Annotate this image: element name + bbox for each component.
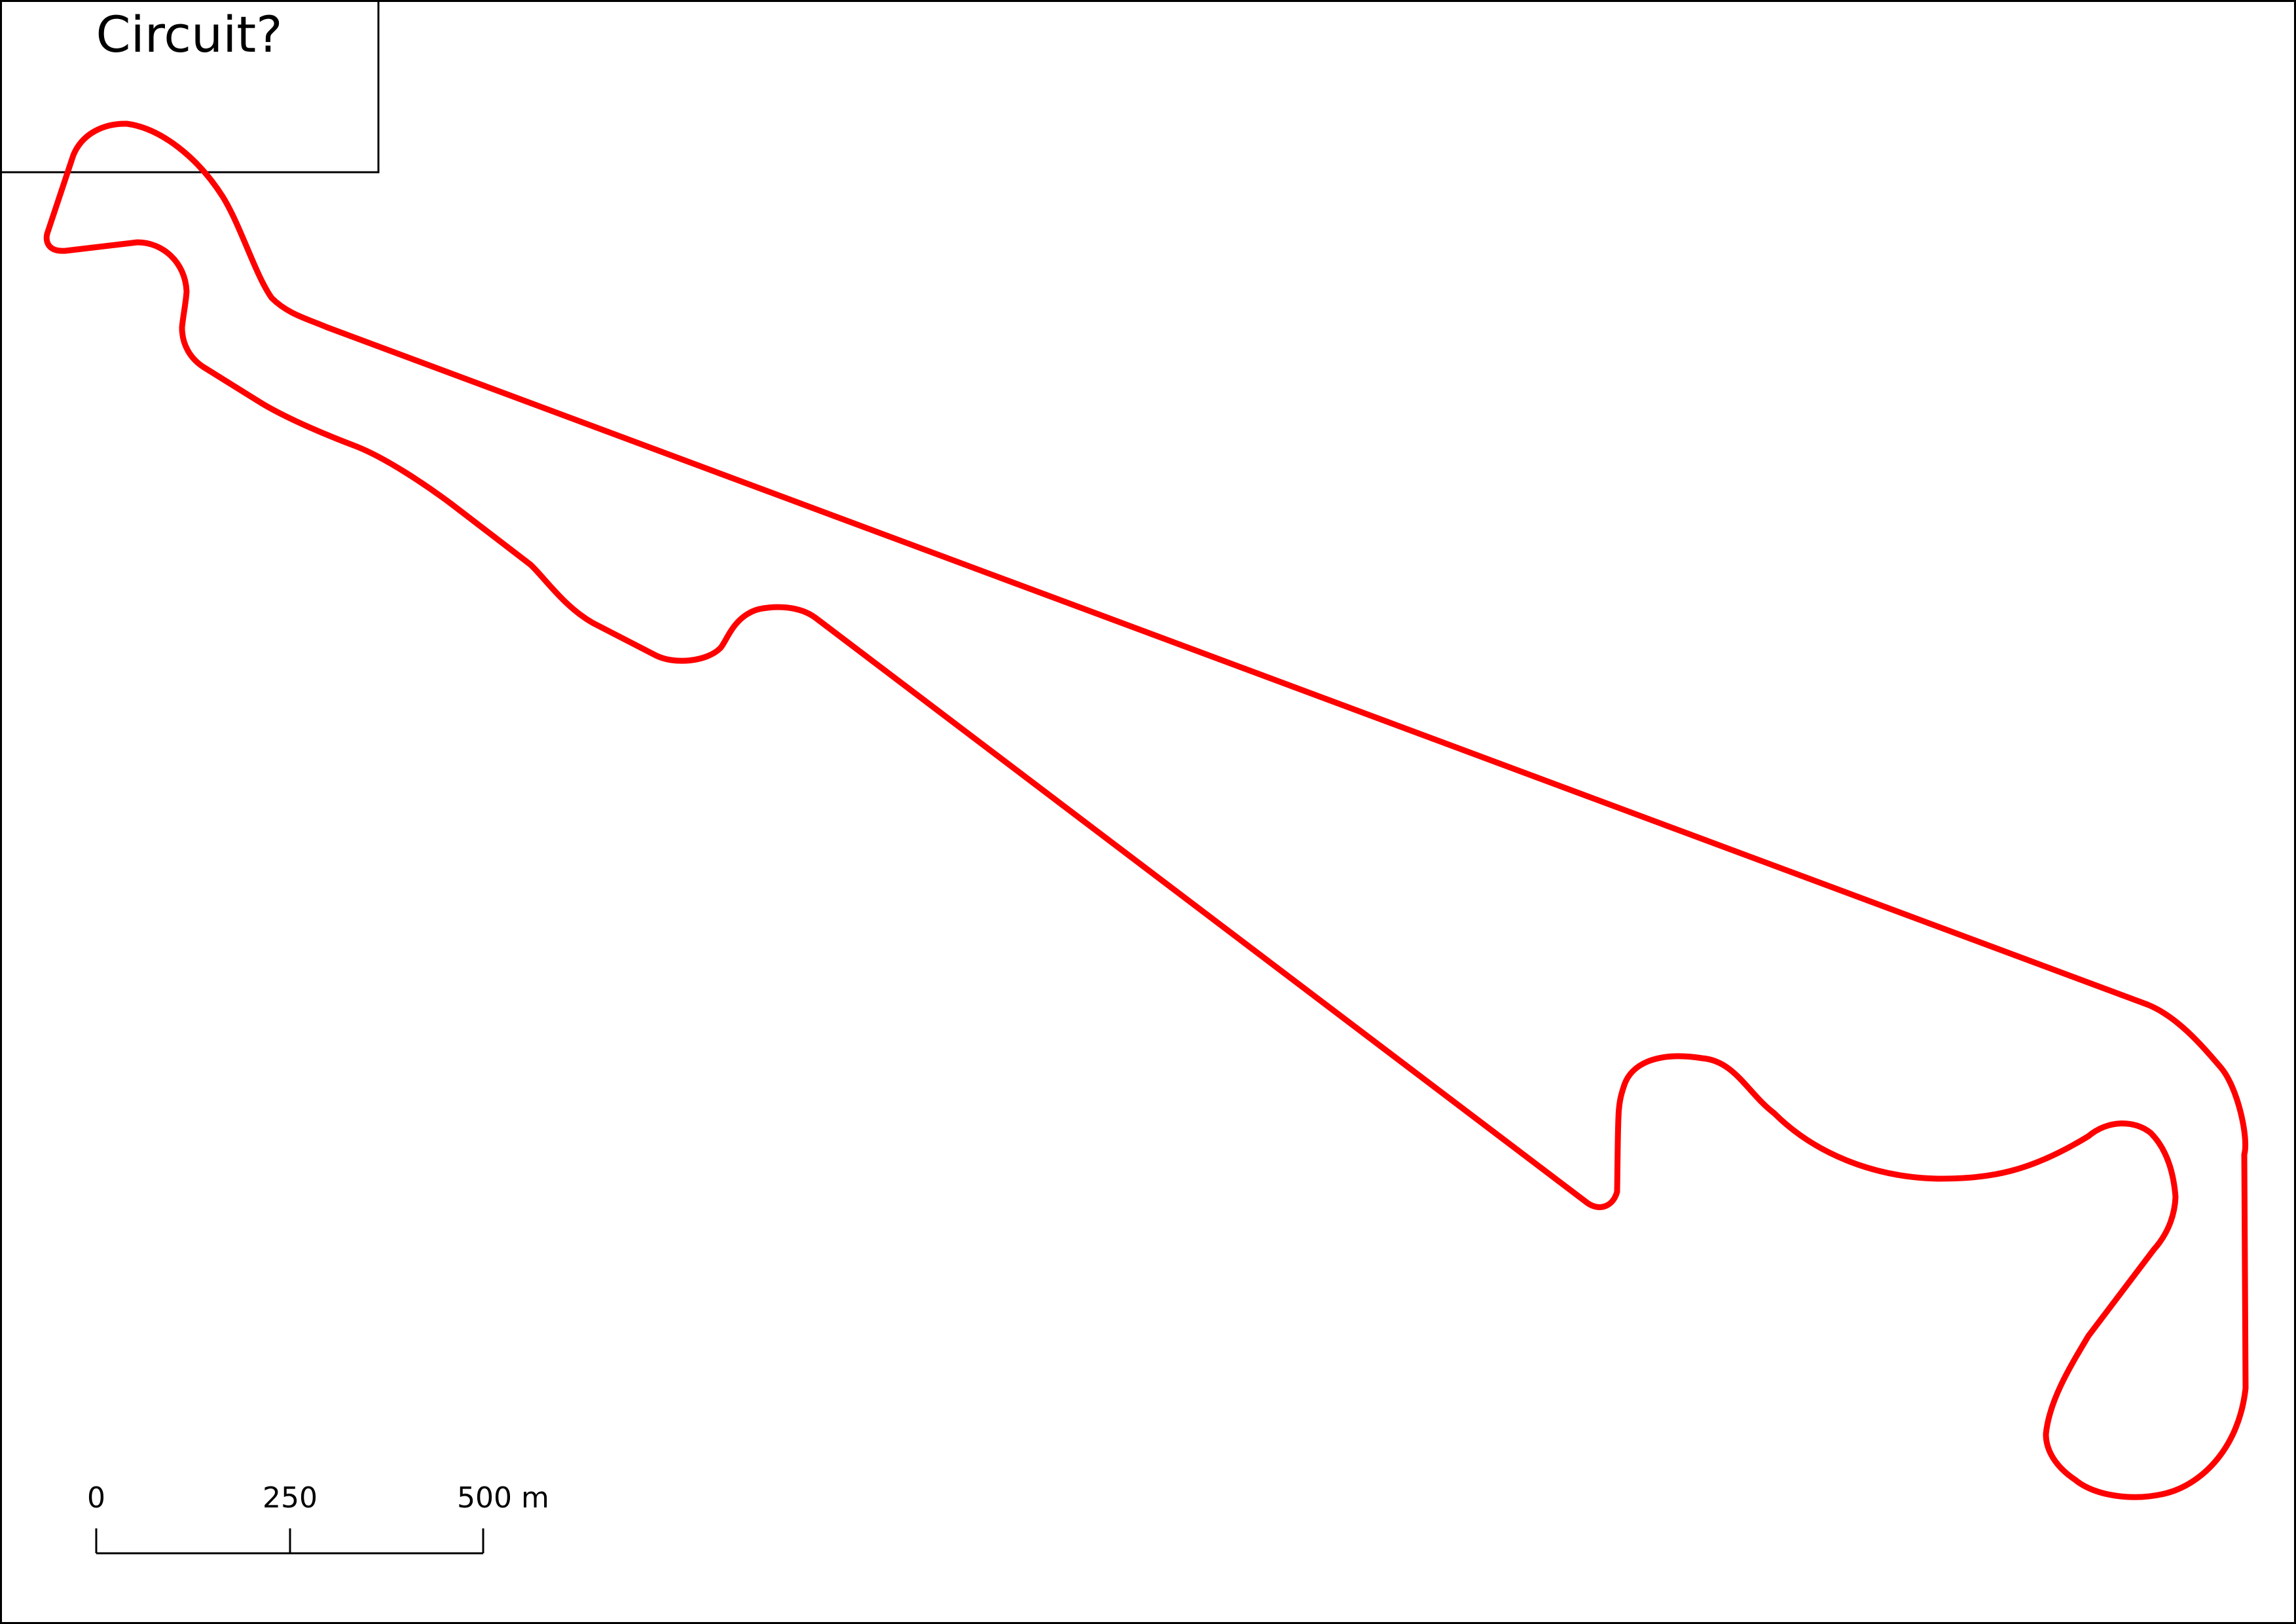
scale-label-0: 0 (87, 1481, 105, 1515)
scale-bar: 0 250 500 m (87, 1481, 549, 1555)
scale-label-500: 500 m (457, 1481, 549, 1515)
circuit-track (43, 120, 2249, 1500)
map-title: Circuit? (96, 5, 283, 64)
title-box (0, 0, 380, 174)
scale-label-250: 250 (263, 1481, 318, 1515)
